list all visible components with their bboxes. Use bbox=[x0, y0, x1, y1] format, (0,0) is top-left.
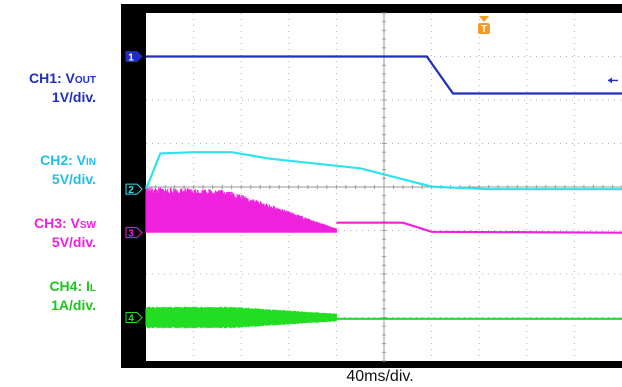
channel-markers: 1 2 3 4 T bbox=[125, 16, 618, 325]
trigger-arrow-icon bbox=[478, 16, 489, 22]
trigger-label: T bbox=[481, 24, 487, 35]
ch2-scale: 5V/div. bbox=[51, 171, 96, 187]
ch2-trace bbox=[144, 151, 622, 191]
ch1-scale: 1V/div. bbox=[51, 89, 96, 105]
ch3-subscript: SW bbox=[79, 220, 96, 231]
ch4-ground-marker bbox=[125, 312, 143, 323]
ch2-subscript: IN bbox=[86, 157, 96, 168]
ch3-scale: 5V/div. bbox=[51, 234, 96, 250]
ch4-switching-trace bbox=[145, 306, 337, 329]
scope-grid bbox=[145, 12, 622, 362]
ch2-label: CH2: VIN 5V/div. bbox=[0, 152, 96, 187]
ch3-label: CH3: VSW 5V/div. bbox=[0, 215, 96, 250]
ch4-marker-label: 4 bbox=[128, 314, 134, 325]
scope-traces bbox=[144, 55, 622, 329]
ch3-ground-marker bbox=[125, 227, 143, 239]
trigger-badge bbox=[477, 23, 490, 34]
ch2-marker-label: 2 bbox=[128, 185, 134, 196]
ch3-marker-label: 3 bbox=[128, 229, 134, 240]
ch1-offset-arrow-icon bbox=[608, 77, 612, 84]
ch1-marker-label: 1 bbox=[128, 53, 134, 64]
ch1-label: CH1: VOUT 1V/div. bbox=[0, 70, 96, 105]
ch4-subscript: L bbox=[89, 283, 96, 294]
ch2-name: CH2: V bbox=[40, 152, 86, 168]
ch1-name: CH1: V bbox=[28, 70, 75, 86]
ch4-name: CH4: I bbox=[49, 278, 90, 294]
ch1-trace bbox=[146, 55, 622, 95]
ch4-label: CH4: IL 1A/div. bbox=[0, 278, 96, 313]
ch3-switching-trace bbox=[145, 187, 337, 233]
ch4-scale: 1A/div. bbox=[51, 297, 96, 313]
ch1-subscript: OUT bbox=[74, 75, 96, 86]
ch1-ground-marker bbox=[125, 51, 143, 62]
timebase-label: 40ms/div. bbox=[346, 368, 414, 385]
ch2-ground-marker bbox=[125, 183, 143, 195]
ch3-trace bbox=[336, 221, 622, 234]
ch3-name: CH3: V bbox=[33, 215, 80, 231]
